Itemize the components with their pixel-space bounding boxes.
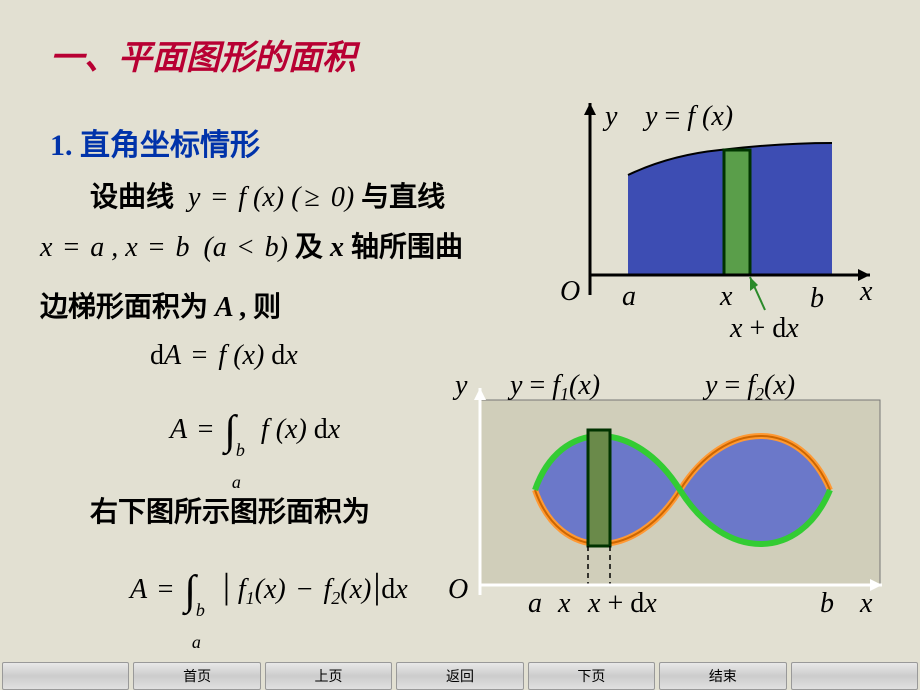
figure-between-curves: y y = f1(x) y = f2(x) O a x x + dx b x <box>430 370 910 630</box>
nav-btn-blank-right[interactable] <box>791 662 918 690</box>
nav-btn-next[interactable]: 下页 <box>528 662 655 690</box>
text-line-1: 设曲线 y = f (x) (≥ 0) 与直线 <box>90 175 445 215</box>
svg-text:x + dx: x + dx <box>729 313 799 344</box>
svg-text:x: x <box>719 281 733 312</box>
figure-curvilinear-trapezoid: y y = f (x) O a x b x x + dx <box>550 95 890 355</box>
svg-text:O: O <box>448 574 468 605</box>
svg-text:O: O <box>560 276 580 307</box>
nav-btn-home[interactable]: 首页 <box>133 662 260 690</box>
svg-text:b: b <box>810 283 824 314</box>
nav-btn-blank-left[interactable] <box>2 662 129 690</box>
text-line-2: x = a , x = b (a < b) 及 x 轴所围曲 <box>40 225 463 265</box>
svg-text:y: y <box>452 370 468 401</box>
sub-title: 1. 直角坐标情形 <box>50 120 260 164</box>
equation-integral-A: A = ∫ba f (x) dx <box>170 395 340 460</box>
equation-dA: dA = f (x) dx <box>150 340 298 372</box>
equation-integral-diff: A = ∫ba | f1(x) − f2(x)|dx <box>130 555 408 622</box>
nav-bar: 首页 上页 返回 下页 结束 <box>0 662 920 690</box>
svg-text:x: x <box>859 588 873 619</box>
nav-btn-prev[interactable]: 上页 <box>265 662 392 690</box>
main-title: 一、平面图形的面积 <box>50 30 356 79</box>
svg-text:a: a <box>528 588 542 619</box>
nav-btn-end[interactable]: 结束 <box>659 662 786 690</box>
svg-text:b: b <box>820 588 834 619</box>
nav-btn-back[interactable]: 返回 <box>396 662 523 690</box>
svg-text:y = f1(x): y = f1(x) <box>507 370 600 404</box>
svg-text:y = f (x): y = f (x) <box>642 101 733 132</box>
svg-text:x: x <box>859 276 873 307</box>
svg-text:y = f2(x): y = f2(x) <box>702 370 795 404</box>
svg-text:y: y <box>602 101 618 132</box>
svg-text:a: a <box>622 281 636 312</box>
text-line-4: 右下图所示图形面积为 <box>90 490 370 530</box>
svg-text:x: x <box>557 588 571 619</box>
svg-text:x + dx: x + dx <box>587 588 657 619</box>
text-line-3: 边梯形面积为 A , 则 <box>40 285 281 325</box>
